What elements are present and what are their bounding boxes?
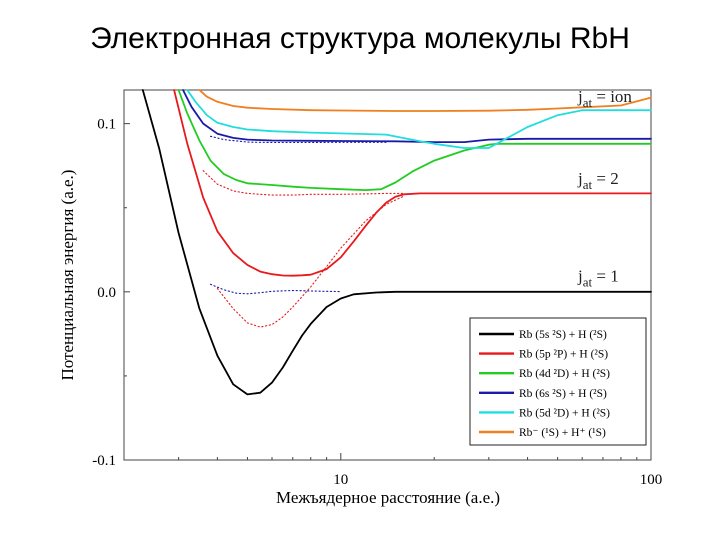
legend: Rb (5s ²S) + H (²S) Rb (5p ²P) + H (²S) Rb… <box>469 317 647 446</box>
annotation-jat-1: jat = ion <box>577 87 632 110</box>
legend-label: Rb⁻ (¹S) + H⁺ (¹S) <box>519 427 606 439</box>
series-line-6 <box>198 89 652 112</box>
x-tick-label: 10 <box>333 472 348 488</box>
slide-title: Электронная структура молекулы RbH <box>90 22 630 55</box>
legend-label: Rb (6s ²S) + H (²S) <box>519 388 607 400</box>
series-line-7 <box>216 195 405 328</box>
legend-label: Rb (5s ²S) + H (²S) <box>519 329 607 341</box>
series-line-3 <box>177 89 652 191</box>
annotation-jat-3: jat = 1 <box>577 267 619 290</box>
legend-label: Rb (5p ²P) + H (²S) <box>519 349 608 361</box>
series-line-2 <box>173 89 652 277</box>
series-line-8 <box>209 283 342 295</box>
legend-box <box>469 317 647 446</box>
y-axis-label: Потенциальная энергия (а.е.) <box>58 170 77 381</box>
series-layer <box>141 89 652 396</box>
y-tick-label: 0.0 <box>97 285 116 301</box>
series-line-10 <box>209 135 387 144</box>
tick-layer: -0.1 0.0 0.1 10 100 <box>92 117 662 488</box>
series-line-1 <box>141 89 652 396</box>
legend-items: Rb (5s ²S) + H (²S) Rb (5p ²P) + H (²S) Rb… <box>479 329 610 439</box>
series-line-5 <box>186 89 652 149</box>
series-line-4 <box>182 89 652 143</box>
x-axis-label: Межъядерное расстояние (а.е.) <box>276 488 500 507</box>
annotation-jat-2: jat = 2 <box>577 169 619 192</box>
plot-frame <box>123 89 652 461</box>
legend-label: Rb (5d ²D) + H (²S) <box>519 407 610 419</box>
y-tick-label: -0.1 <box>92 453 116 469</box>
series-line-9 <box>202 170 405 196</box>
y-tick-label: 0.1 <box>97 117 116 133</box>
annotation-layer: jat = ion jat = 2 jat = 1 <box>577 87 632 290</box>
legend-label: Rb (4d ²D) + H (²S) <box>519 368 610 380</box>
x-tick-label: 100 <box>640 472 663 488</box>
